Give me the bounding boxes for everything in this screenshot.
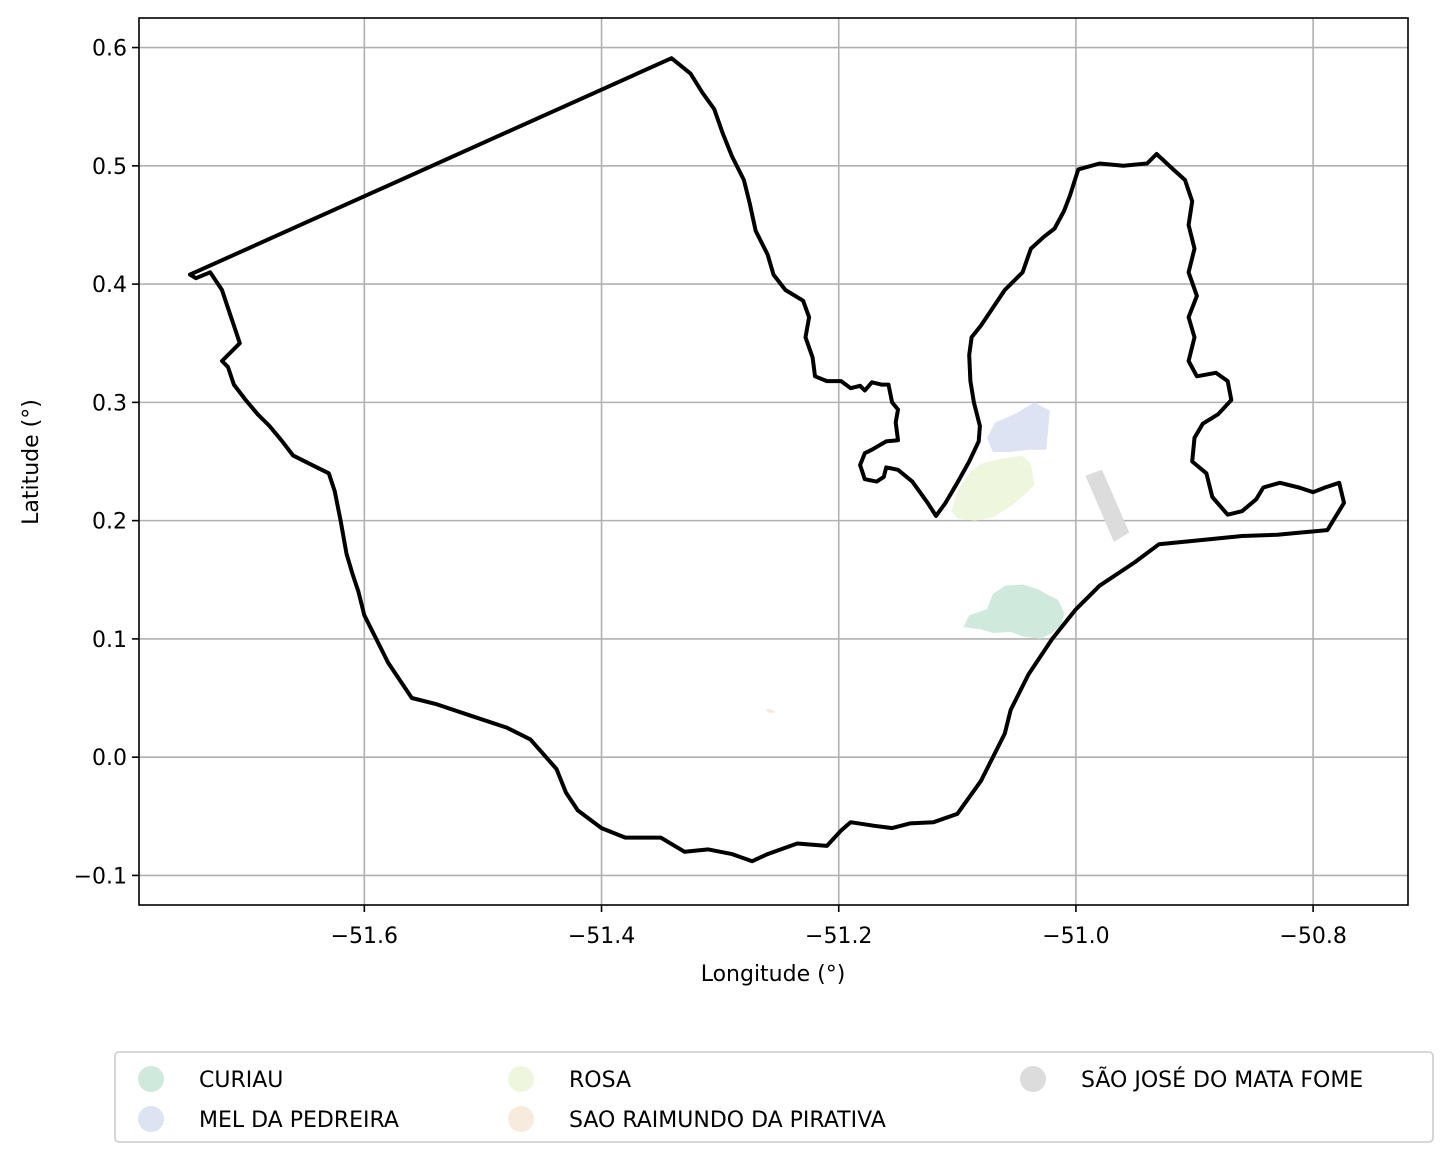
- y-tick-label: 0.2: [92, 510, 127, 535]
- region-mel-da-pedreira: [987, 402, 1050, 452]
- x-tick-label: −51.0: [1042, 924, 1109, 949]
- y-tick-label: 0.4: [92, 273, 127, 298]
- legend-marker: [138, 1066, 164, 1092]
- legend-label: MEL DA PEDREIRA: [199, 1108, 399, 1133]
- legend-label: SAO RAIMUNDO DA PIRATIVA: [569, 1108, 886, 1133]
- x-tick-label: −50.8: [1279, 924, 1346, 949]
- grid: [139, 18, 1408, 905]
- x-tick-label: −51.2: [805, 924, 872, 949]
- region-layer: [765, 402, 1130, 714]
- region-rosa: [951, 455, 1035, 521]
- legend-marker: [138, 1106, 164, 1132]
- legend-marker: [1020, 1066, 1046, 1092]
- region-sao-raimundo-da-pirativa: [765, 708, 776, 714]
- boundary-layer: [188, 56, 1346, 864]
- x-tick-label: −51.6: [331, 924, 398, 949]
- legend-marker: [508, 1066, 534, 1092]
- legend-label: CURIAU: [199, 1068, 283, 1093]
- y-tick-label: 0.6: [92, 37, 127, 62]
- legend-label: ROSA: [569, 1068, 631, 1093]
- legend-marker: [508, 1106, 534, 1132]
- x-tick-label: −51.4: [568, 924, 635, 949]
- legend-label: SÃO JOSÉ DO MATA FOME: [1081, 1066, 1363, 1093]
- y-tick-label: 0.0: [92, 746, 127, 771]
- y-tick-label: −0.1: [74, 864, 127, 889]
- region-curiau: [963, 584, 1065, 639]
- municipality-boundary: [188, 56, 1346, 864]
- y-tick-label: 0.3: [92, 391, 127, 416]
- ticks: −51.6 −51.4 −51.2 −51.0 −50.8 −0.1 0.0 0.1 0.2 0.…: [74, 37, 1347, 949]
- plot-frame: [138, 17, 1409, 906]
- legend-frame: [114, 1051, 1434, 1143]
- region-s-o-jos-do-mata-fome: [1085, 469, 1130, 542]
- y-axis-label: Latitude (°): [19, 399, 44, 525]
- y-tick-label: 0.5: [92, 155, 127, 180]
- legend: CURIAU MEL DA PEDREIRA ROSA SAO RAIMUNDO DA…: [114, 1051, 1434, 1143]
- x-axis-label: Longitude (°): [701, 962, 846, 987]
- y-tick-label: 0.1: [92, 628, 127, 653]
